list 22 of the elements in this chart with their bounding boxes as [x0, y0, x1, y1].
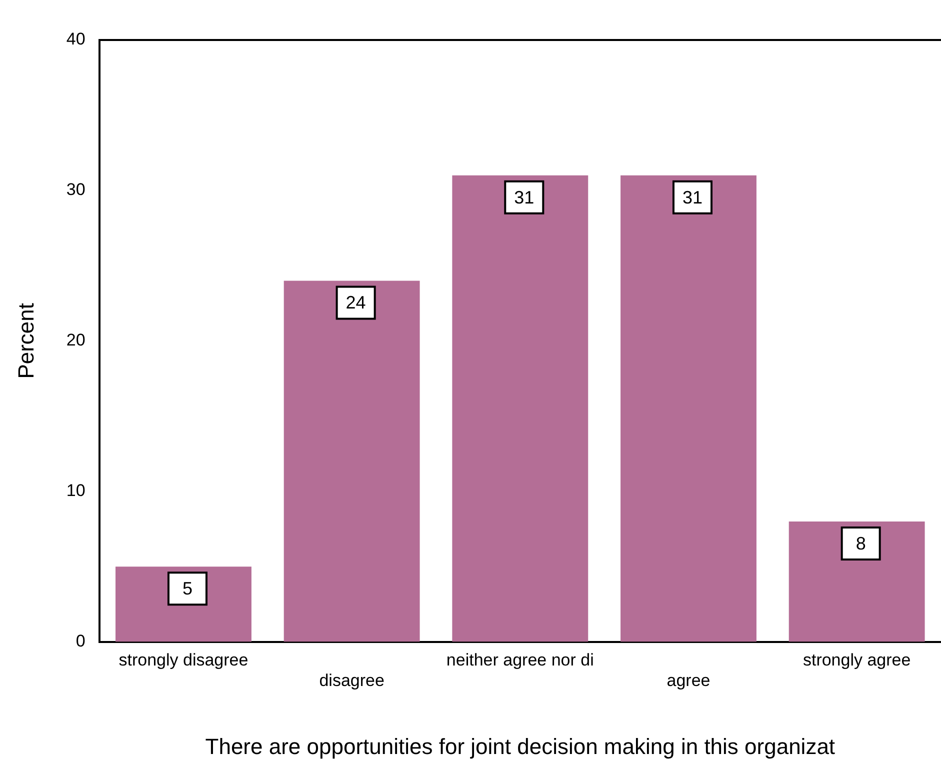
- data-label: 5: [182, 578, 192, 599]
- bar: [788, 521, 925, 642]
- bar: [620, 175, 756, 642]
- y-axis-title: Percent: [13, 302, 38, 379]
- y-tick-label: 10: [66, 481, 86, 500]
- y-tick-label: 30: [66, 180, 86, 200]
- y-tick-label: 40: [66, 30, 86, 49]
- x-tick-label: disagree: [319, 671, 384, 690]
- data-label: 8: [856, 533, 866, 554]
- x-tick-label: neither agree nor di: [446, 650, 594, 670]
- data-label: 24: [346, 292, 366, 313]
- bar: [284, 280, 420, 642]
- y-tick-label: 20: [66, 330, 86, 350]
- data-label: 31: [682, 187, 703, 208]
- y-tick-label: 0: [76, 631, 86, 650]
- bar: [452, 175, 588, 642]
- x-tick-label: strongly disagree: [118, 650, 248, 670]
- x-tick-label: strongly agree: [802, 650, 911, 670]
- data-label: 31: [514, 187, 534, 208]
- x-axis-title: There are opportunities for joint decision making in this organizat: [205, 734, 836, 759]
- x-tick-label: agree: [666, 671, 710, 690]
- bar: [116, 566, 252, 642]
